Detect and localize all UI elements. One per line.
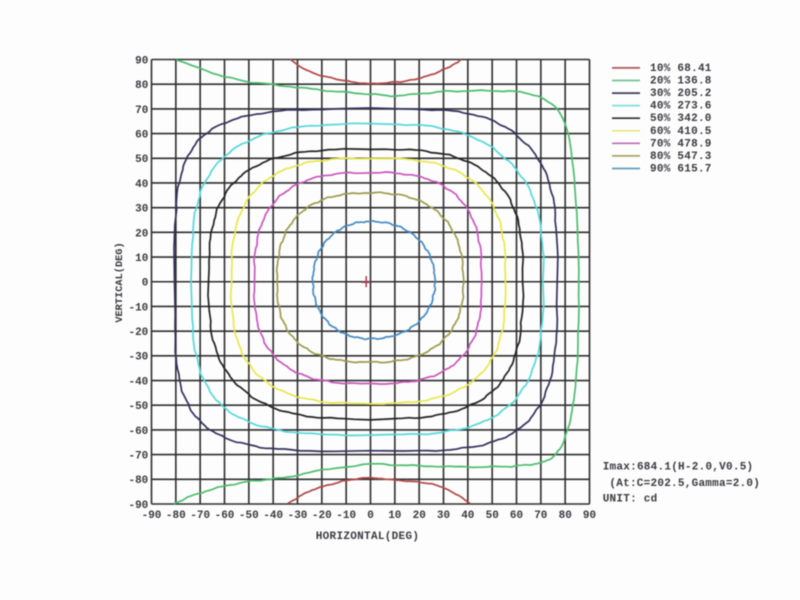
svg-text:80: 80 [135,80,148,92]
svg-text:30: 30 [437,510,450,522]
svg-text:-20: -20 [128,327,148,339]
svg-text:-70: -70 [128,451,148,463]
svg-text:90% 615.7: 90% 615.7 [650,164,712,176]
svg-text:-30: -30 [288,510,308,522]
svg-text:20% 136.8: 20% 136.8 [650,76,712,88]
svg-text:VERTICAL(DEG): VERTICAL(DEG) [114,242,126,322]
svg-text:0: 0 [142,278,149,290]
svg-text:-90: -90 [128,500,148,512]
svg-text:40: 40 [135,179,148,191]
svg-text:0: 0 [367,510,374,522]
svg-text:-10: -10 [336,510,356,522]
svg-text:50% 342.0: 50% 342.0 [650,113,712,125]
svg-text:20: 20 [135,228,148,240]
svg-text:60: 60 [135,130,148,142]
svg-text:30% 205.2: 30% 205.2 [650,88,712,100]
svg-text:30: 30 [135,204,148,216]
svg-text:UNIT: cd: UNIT: cd [603,494,658,506]
svg-text:-40: -40 [263,510,283,522]
svg-text:-20: -20 [312,510,332,522]
svg-text:80% 547.3: 80% 547.3 [650,151,712,163]
svg-text:60: 60 [510,510,523,522]
svg-text:20: 20 [413,510,426,522]
svg-text:10: 10 [135,253,148,265]
svg-text:(At:C=202.5,Gamma=2.0): (At:C=202.5,Gamma=2.0) [609,478,760,490]
svg-text:80: 80 [559,510,572,522]
svg-text:10: 10 [388,510,401,522]
svg-text:10% 68.41: 10% 68.41 [650,63,712,75]
svg-text:Imax:684.1(H-2.0,V0.5): Imax:684.1(H-2.0,V0.5) [603,462,754,474]
svg-text:-10: -10 [128,302,148,314]
svg-text:70% 478.9: 70% 478.9 [650,138,712,150]
svg-text:70: 70 [135,105,148,117]
svg-text:-40: -40 [128,376,148,388]
svg-text:70: 70 [534,510,547,522]
svg-text:50: 50 [486,510,499,522]
svg-text:-80: -80 [166,510,186,522]
svg-text:90: 90 [583,510,596,522]
svg-text:-60: -60 [215,510,235,522]
svg-text:40: 40 [461,510,474,522]
svg-text:-60: -60 [128,426,148,438]
svg-text:-30: -30 [128,352,148,364]
svg-text:50: 50 [135,154,148,166]
svg-text:90: 90 [135,55,148,67]
svg-text:40% 273.6: 40% 273.6 [650,101,712,113]
svg-text:-90: -90 [142,510,162,522]
svg-text:-50: -50 [128,401,148,413]
svg-text:-80: -80 [128,475,148,487]
svg-text:HORIZONTAL(DEG): HORIZONTAL(DEG) [316,531,420,543]
svg-text:-70: -70 [190,510,210,522]
svg-text:-50: -50 [239,510,259,522]
svg-text:60% 410.5: 60% 410.5 [650,126,712,138]
